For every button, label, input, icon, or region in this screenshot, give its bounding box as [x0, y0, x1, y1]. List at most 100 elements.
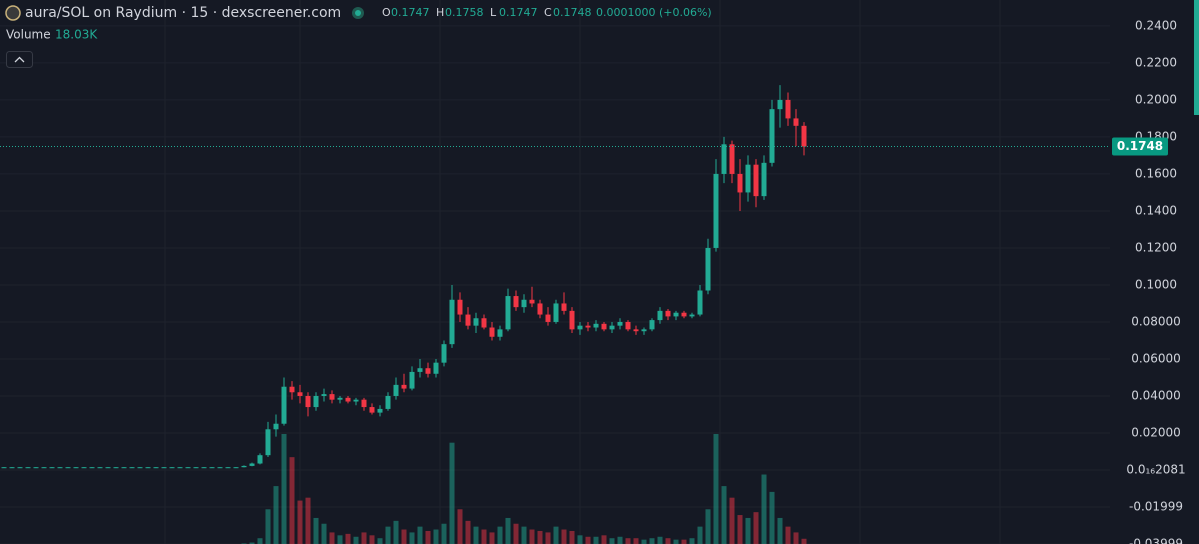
candle-body: [529, 299, 535, 304]
candle-body: [569, 310, 575, 330]
legend-key: O: [382, 6, 391, 19]
candle-body: [801, 125, 807, 147]
candle-body: [785, 99, 791, 119]
candle-body: [153, 467, 159, 469]
candle-body: [361, 399, 367, 408]
legend-value: 0.1758: [445, 6, 484, 19]
volume-bar: [281, 434, 287, 544]
legend-value: 0.1747: [391, 6, 430, 19]
candle-body: [1, 467, 7, 469]
candle-body: [681, 312, 687, 317]
status-dot: [355, 10, 361, 16]
candle-body: [337, 397, 343, 400]
volume-bar: [593, 536, 599, 544]
candle-body: [761, 162, 767, 197]
volume-bar: [729, 497, 735, 544]
volume-bar: [697, 526, 703, 544]
candle-body: [489, 327, 495, 337]
collapse-button[interactable]: [6, 51, 33, 68]
candle-body: [705, 247, 711, 291]
candle-body: [505, 296, 511, 330]
last-price-box: [1112, 137, 1168, 156]
candle-body: [353, 399, 359, 402]
candle-body: [577, 325, 583, 330]
y-tick-label: 0.2200: [1135, 55, 1177, 69]
collapse-icon: [14, 56, 25, 63]
volume-bar: [273, 486, 279, 544]
candle-body: [57, 467, 63, 469]
candle-body: [473, 318, 479, 326]
volume-bar: [353, 536, 359, 544]
volume-bar: [385, 526, 391, 544]
volume-bar: [617, 536, 623, 544]
candle-body: [441, 344, 447, 363]
volume-bar: [361, 532, 367, 544]
volume-bar: [257, 538, 263, 544]
candle-body: [257, 455, 263, 464]
candle-body: [217, 467, 223, 469]
y-tick-label: 0.04000: [1131, 388, 1181, 402]
candle-body: [545, 314, 551, 322]
candle-body: [593, 323, 599, 328]
candle-body: [201, 467, 207, 469]
candle-body: [521, 299, 527, 308]
candle-body: [161, 467, 167, 469]
candle-body: [537, 303, 543, 315]
candle-body: [121, 467, 127, 469]
candle-body: [609, 325, 615, 330]
candle-body: [657, 310, 663, 321]
candle-body: [329, 394, 335, 400]
candle-body: [233, 467, 239, 469]
y-tick-label: 0.1000: [1135, 277, 1177, 291]
volume-bar: [561, 529, 567, 544]
volume-bar: [689, 538, 695, 544]
volume-bar: [321, 523, 327, 544]
volume-bar: [497, 526, 503, 544]
volume-bar: [369, 535, 375, 544]
candle-body: [753, 164, 759, 197]
candle-body: [17, 467, 23, 469]
volume-bar: [649, 538, 655, 544]
candle-body: [81, 467, 87, 469]
candle-body: [625, 321, 631, 330]
candle-body: [433, 362, 439, 374]
volume-bar: [665, 538, 671, 544]
candle-layer: [1, 85, 807, 469]
candle-body: [65, 467, 71, 469]
candle-body: [193, 467, 199, 469]
legend-key: C: [544, 6, 552, 19]
volume-bar: [313, 517, 319, 544]
price-axis: 0.24000.22000.20000.18000.16000.14000.12…: [0, 18, 1186, 544]
volume-bar: [537, 530, 543, 544]
candle-body: [417, 368, 423, 372]
volume-bar: [337, 535, 343, 544]
candle-body: [513, 296, 519, 308]
legend-value: 0.1748: [553, 6, 592, 19]
volume-value: 18.03K: [55, 28, 98, 42]
candle-body: [177, 467, 183, 469]
candle-body: [777, 99, 783, 110]
volume-bar: [465, 520, 471, 544]
candle-body: [401, 384, 407, 389]
candle-body: [449, 299, 455, 345]
volume-bar: [473, 526, 479, 544]
candle-body: [297, 392, 303, 396]
candle-body: [737, 173, 743, 193]
volume-bar: [305, 497, 311, 544]
candle-body: [377, 408, 383, 413]
token-icon: [5, 5, 21, 21]
candle-body: [9, 467, 15, 469]
volume-bar: [705, 509, 711, 544]
candle-body: [561, 303, 567, 311]
candle-body: [713, 173, 719, 248]
y-tick-label: 0.0₁₆2081: [1126, 462, 1185, 476]
volume-bar: [513, 523, 519, 544]
volume-bar: [785, 526, 791, 544]
candle-body: [729, 144, 735, 174]
candle-body: [689, 314, 695, 317]
candle-body: [673, 312, 679, 317]
volume-bar: [769, 491, 775, 544]
candle-body: [49, 467, 55, 469]
volume-bar: [441, 523, 447, 544]
candle-body: [265, 429, 271, 456]
